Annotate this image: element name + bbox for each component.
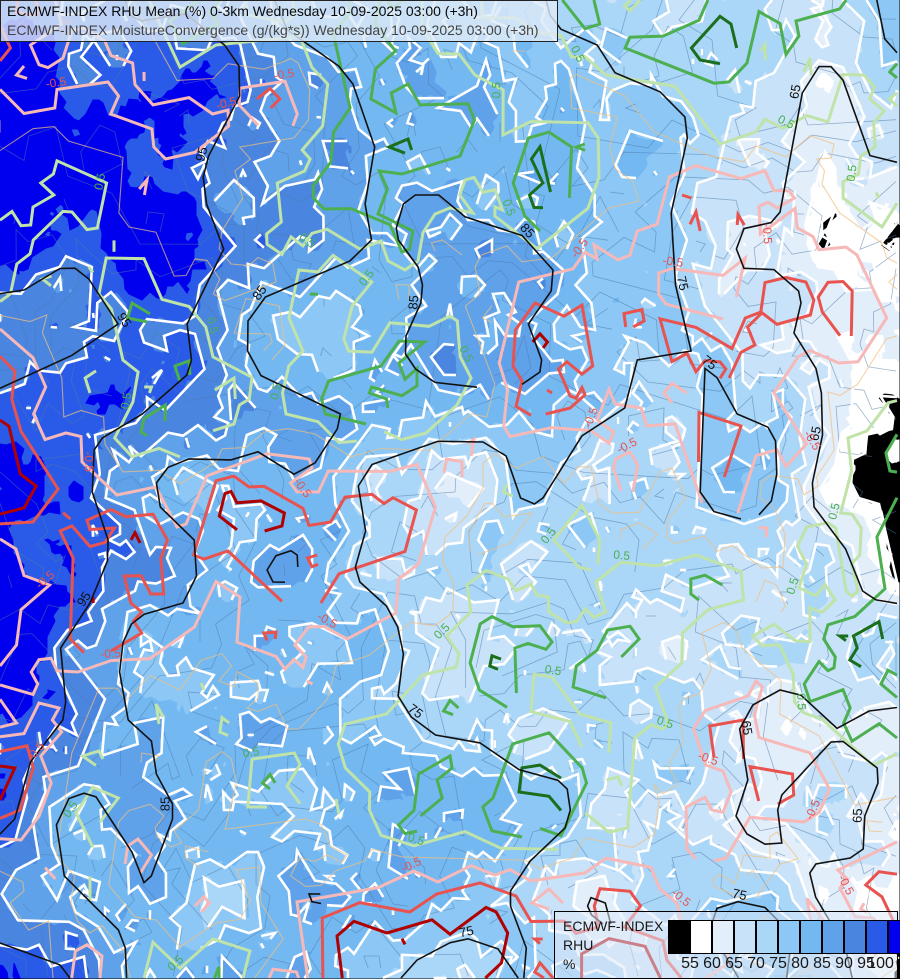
svg-text:0.5: 0.5	[794, 693, 809, 711]
svg-text:-0.5: -0.5	[82, 451, 97, 473]
svg-text:65: 65	[849, 808, 865, 823]
svg-text:65: 65	[786, 83, 803, 100]
svg-text:0.5: 0.5	[613, 547, 631, 563]
svg-text:65: 65	[739, 719, 756, 736]
svg-text:85: 85	[405, 294, 421, 310]
svg-text:85: 85	[157, 797, 172, 812]
svg-text:0.5: 0.5	[544, 662, 563, 678]
svg-text:75: 75	[731, 886, 748, 904]
svg-text:-0.5: -0.5	[760, 223, 775, 245]
svg-text:0.5: 0.5	[242, 744, 261, 760]
svg-text:-0.5: -0.5	[662, 253, 685, 270]
svg-text:0.5: 0.5	[489, 81, 503, 98]
svg-text:0.5: 0.5	[844, 164, 860, 183]
svg-text:0.5: 0.5	[118, 391, 135, 410]
svg-text:-0.5: -0.5	[100, 646, 122, 661]
